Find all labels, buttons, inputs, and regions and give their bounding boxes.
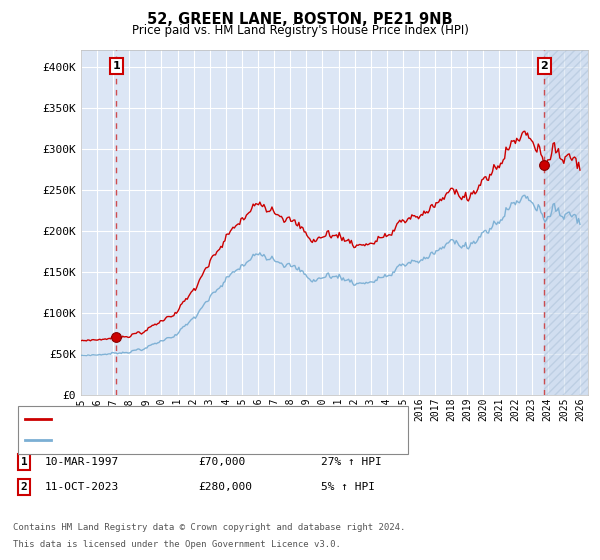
Text: 52, GREEN LANE, BOSTON, PE21 9NB: 52, GREEN LANE, BOSTON, PE21 9NB (147, 12, 453, 27)
Text: 1: 1 (112, 60, 120, 71)
Text: 27% ↑ HPI: 27% ↑ HPI (321, 457, 382, 467)
Text: 2: 2 (541, 60, 548, 71)
Text: Price paid vs. HM Land Registry's House Price Index (HPI): Price paid vs. HM Land Registry's House … (131, 24, 469, 36)
Text: 5% ↑ HPI: 5% ↑ HPI (321, 482, 375, 492)
Text: £70,000: £70,000 (198, 457, 245, 467)
Text: 52, GREEN LANE, BOSTON, PE21 9NB (detached house): 52, GREEN LANE, BOSTON, PE21 9NB (detach… (55, 414, 361, 424)
Text: 2: 2 (20, 482, 28, 492)
Text: HPI: Average price, detached house, Boston: HPI: Average price, detached house, Bost… (55, 435, 318, 445)
Bar (544, 50, 588, 395)
Text: This data is licensed under the Open Government Licence v3.0.: This data is licensed under the Open Gov… (13, 540, 341, 549)
Text: 10-MAR-1997: 10-MAR-1997 (45, 457, 119, 467)
Text: £280,000: £280,000 (198, 482, 252, 492)
Bar (544, 50, 588, 395)
Text: Contains HM Land Registry data © Crown copyright and database right 2024.: Contains HM Land Registry data © Crown c… (13, 523, 406, 532)
Text: 1: 1 (20, 457, 28, 467)
Text: 11-OCT-2023: 11-OCT-2023 (45, 482, 119, 492)
